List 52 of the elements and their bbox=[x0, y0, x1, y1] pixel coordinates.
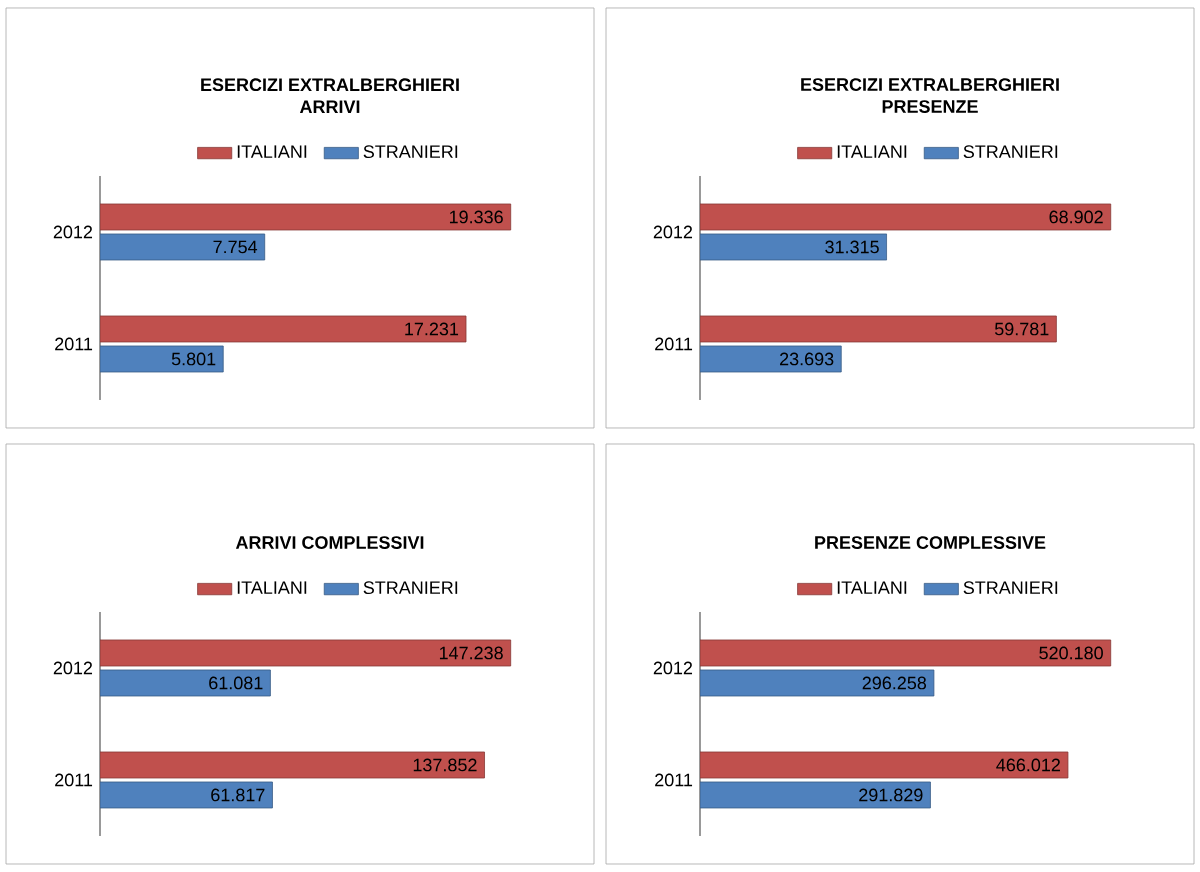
bar bbox=[100, 751, 485, 779]
y-tick-label: 2012 bbox=[653, 661, 693, 675]
bar bbox=[100, 639, 512, 667]
legend-label: ITALIANI bbox=[237, 581, 307, 594]
legend-label: ITALIANI bbox=[237, 145, 307, 158]
data-label: 520.180 bbox=[1039, 646, 1103, 660]
legend-label: STRANIERI bbox=[363, 581, 458, 595]
legend-label: STRANIERI bbox=[963, 145, 1058, 159]
y-tick-label: 2012 bbox=[53, 225, 93, 239]
chart-subtitle: ARRIVI bbox=[299, 100, 360, 113]
bar bbox=[700, 639, 1112, 667]
y-tick-label: 2011 bbox=[55, 337, 93, 351]
y-tick-label: 2011 bbox=[655, 773, 693, 787]
data-label: 296.258 bbox=[862, 676, 927, 690]
bar bbox=[700, 781, 931, 809]
y-tick-label: 2012 bbox=[53, 661, 93, 675]
data-label: 61.817 bbox=[211, 788, 265, 802]
bar bbox=[100, 203, 512, 231]
chart-title: ARRIVI COMPLESSIVI bbox=[235, 536, 424, 549]
data-label: 68.902 bbox=[1049, 210, 1103, 224]
legend-label: STRANIERI bbox=[363, 145, 458, 159]
bar bbox=[700, 233, 888, 261]
data-label: 19.336 bbox=[449, 210, 503, 224]
chart-title: PRESENZE COMPLESSIVE bbox=[815, 536, 1046, 549]
chart-title: ESERCIZI EXTRALBERGHIERI bbox=[801, 78, 1059, 91]
data-label: 23.693 bbox=[780, 352, 834, 366]
data-label: 147.238 bbox=[439, 646, 503, 660]
bar bbox=[700, 345, 842, 373]
bar bbox=[700, 203, 1112, 231]
y-tick-label: 2011 bbox=[655, 337, 693, 351]
chart-title: ESERCIZI EXTRALBERGHIERI bbox=[201, 78, 459, 92]
legend-label: STRANIERI bbox=[963, 581, 1058, 595]
bar bbox=[100, 669, 271, 697]
data-label: 5.801 bbox=[171, 352, 216, 366]
y-tick-label: 2011 bbox=[55, 773, 93, 787]
y-tick-label: 2012 bbox=[653, 225, 693, 239]
data-label: 31.315 bbox=[825, 240, 879, 254]
data-label: 466.012 bbox=[996, 758, 1060, 772]
data-label: 291.829 bbox=[859, 788, 923, 802]
data-label: 7.754 bbox=[213, 240, 258, 254]
bar bbox=[700, 315, 1057, 343]
data-label: 59.781 bbox=[994, 322, 1049, 336]
legend-label: ITALIANI bbox=[837, 581, 907, 594]
data-label: 137.852 bbox=[413, 758, 477, 772]
bar bbox=[700, 751, 1069, 779]
bar bbox=[700, 669, 935, 697]
bar bbox=[100, 315, 467, 343]
chart-subtitle: PRESENZE bbox=[882, 100, 978, 113]
data-label: 61.081 bbox=[209, 676, 263, 690]
legend-label: ITALIANI bbox=[837, 145, 907, 158]
data-label: 17.231 bbox=[405, 322, 459, 336]
bar bbox=[100, 781, 273, 809]
